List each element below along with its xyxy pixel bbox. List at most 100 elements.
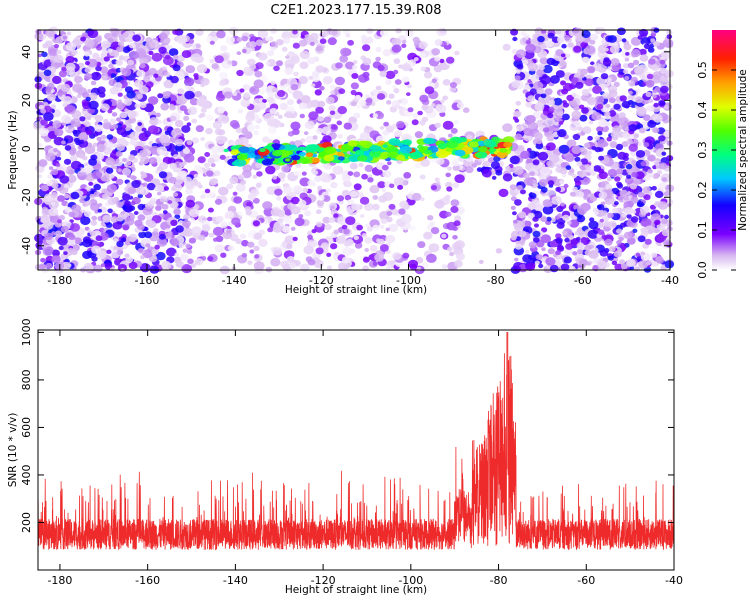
heatmap-cell — [139, 102, 147, 109]
heatmap-cell — [71, 49, 78, 56]
heatmap-cell — [173, 208, 181, 215]
heatmap-cell — [145, 214, 153, 221]
heatmap-cell — [623, 231, 633, 239]
heatmap-cell — [278, 114, 283, 119]
spectrogram-y-label: Frequency (Hz) — [7, 110, 19, 189]
heatmap-cell — [92, 131, 99, 137]
heatmap-cell — [454, 215, 462, 222]
heatmap-cell — [268, 126, 277, 134]
heatmap-cell — [315, 106, 324, 114]
heatmap-cell — [409, 152, 421, 160]
heatmap-cell — [257, 29, 269, 39]
heatmap-cell — [495, 248, 503, 254]
heatmap-cell — [640, 218, 652, 228]
heatmap-cell — [97, 208, 103, 213]
heatmap-cell — [376, 93, 386, 100]
heatmap-cell — [315, 209, 322, 214]
heatmap-cell — [628, 143, 638, 152]
heatmap-cell — [601, 210, 608, 216]
heatmap-cell — [608, 97, 616, 104]
heatmap-cell — [52, 120, 62, 129]
heatmap-cell — [194, 260, 201, 265]
snr-x-ticks: -180 -160 -140 -120 -100 -80 -60 -40 — [47, 330, 683, 587]
heatmap-cell — [193, 73, 199, 78]
heatmap-cell — [380, 151, 390, 158]
heatmap-cell — [330, 243, 338, 250]
heatmap-cell — [107, 109, 113, 114]
heatmap-cell — [450, 199, 460, 207]
heatmap-cell — [105, 157, 115, 166]
heatmap-cell — [250, 189, 260, 197]
heatmap-cell — [582, 56, 590, 63]
heatmap-cell — [323, 116, 332, 124]
heatmap-cell — [600, 73, 609, 80]
heatmap-cell — [134, 79, 144, 88]
heatmap-cell — [48, 48, 58, 56]
heatmap-cell — [378, 195, 387, 203]
heatmap-cell — [84, 145, 96, 155]
heatmap-cell — [307, 230, 313, 236]
heatmap-cell — [267, 227, 274, 233]
heatmap-cell — [598, 155, 605, 161]
heatmap-cell — [659, 85, 669, 94]
heatmap-cell — [386, 146, 399, 154]
heatmap-cell — [578, 258, 589, 267]
heatmap-cell — [588, 250, 599, 259]
colorbar-tick-label: 0.5 — [696, 61, 709, 79]
heatmap-cell — [407, 107, 414, 113]
heatmap-cell — [140, 255, 145, 260]
heatmap-cell — [174, 252, 179, 257]
heatmap-cell — [661, 177, 668, 182]
heatmap-cell — [214, 55, 224, 64]
heatmap-cell — [153, 73, 159, 78]
heatmap-cell — [107, 48, 113, 53]
heatmap-cell — [141, 127, 147, 132]
heatmap-cell — [84, 38, 95, 48]
heatmap-cell — [421, 116, 429, 123]
heatmap-cell — [555, 233, 562, 239]
heatmap-cell — [434, 199, 445, 209]
heatmap-cell — [284, 111, 294, 119]
heatmap-cell — [441, 264, 448, 269]
heatmap-cell — [523, 127, 534, 136]
heatmap-cell — [575, 236, 581, 241]
heatmap-cell — [62, 96, 73, 105]
heatmap-cell — [619, 95, 627, 102]
heatmap-cell — [66, 263, 72, 268]
heatmap-cell — [635, 107, 647, 117]
x-tick-label: -40 — [665, 574, 683, 587]
heatmap-cell — [616, 183, 624, 189]
heatmap-cell — [332, 165, 344, 175]
heatmap-cell — [229, 120, 240, 128]
heatmap-cell — [358, 140, 367, 146]
heatmap-cell — [538, 163, 546, 169]
heatmap-cell — [529, 192, 537, 199]
heatmap-cell — [556, 245, 565, 252]
x-tick-label: -80 — [487, 274, 505, 287]
heatmap-cell — [281, 46, 288, 52]
heatmap-cell — [93, 183, 101, 191]
heatmap-cell — [598, 191, 608, 199]
heatmap-cell — [129, 236, 136, 243]
heatmap-cell — [499, 148, 508, 153]
heatmap-cell — [276, 89, 286, 98]
heatmap-cell — [654, 190, 664, 199]
heatmap-cell — [621, 100, 631, 109]
heatmap-cell — [86, 116, 92, 121]
heatmap-cell — [155, 205, 162, 211]
heatmap-cell — [481, 168, 492, 178]
heatmap-cell — [627, 62, 635, 69]
heatmap-cell — [542, 205, 554, 215]
heatmap-cell — [353, 191, 358, 196]
heatmap-cell — [91, 215, 98, 221]
x-tick-label: -180 — [47, 574, 72, 587]
heatmap-cell — [419, 52, 426, 59]
heatmap-cell — [142, 206, 153, 216]
heatmap-cell — [639, 54, 649, 62]
heatmap-cell — [407, 84, 412, 89]
heatmap-cell — [113, 238, 118, 243]
heatmap-cell — [123, 212, 130, 218]
heatmap-cell — [64, 206, 72, 213]
heatmap-cell — [271, 119, 282, 128]
